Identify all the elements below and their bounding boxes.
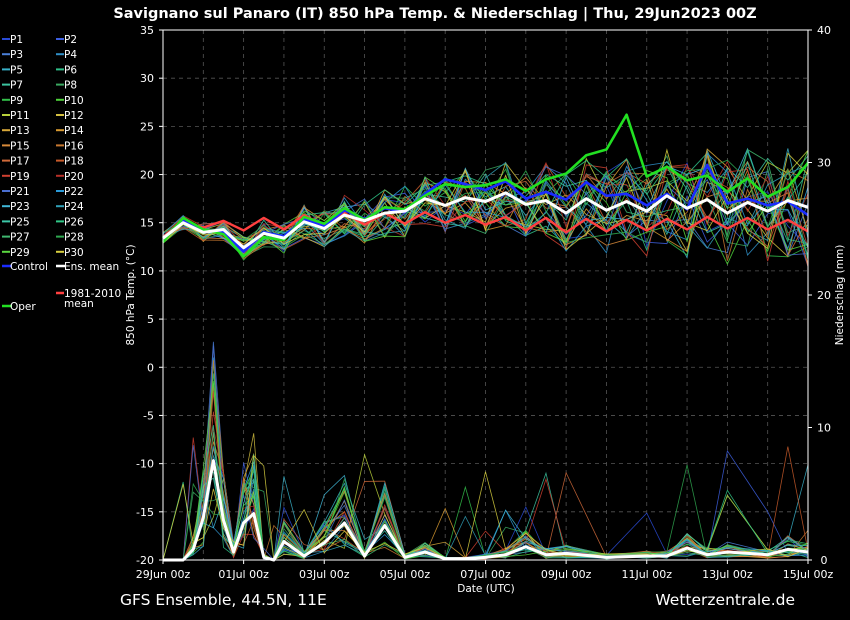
legend-label: P16 <box>64 140 84 152</box>
legend-label: P24 <box>64 201 84 213</box>
y-axis-left-ticks: 35 30 25 20 15 10 5 0 -5 -10 -15 -20 <box>136 24 163 567</box>
x-tick-label: 13Jul 00z <box>702 568 753 581</box>
y-left-tick-label: 0 <box>147 361 154 374</box>
legend: P1 P2 P3 P4 P5 P6 P7 P8 P9 P10 P11 P12 P13 P14 P15 P16 P… <box>2 34 121 313</box>
legend-label: P21 <box>10 186 30 198</box>
x-tick-label: 11Jul 00z <box>621 568 672 581</box>
x-tick-label: 05Jul 00z <box>380 568 431 581</box>
legend-label: P19 <box>10 171 30 183</box>
legend-label: P28 <box>64 232 84 244</box>
legend-label: P6 <box>64 64 77 76</box>
x-tick-label: 01Jul 00z <box>218 568 269 581</box>
y-left-tick-label: -10 <box>136 458 154 471</box>
legend-label: P18 <box>64 156 84 168</box>
x-tick-label: 09Jul 00z <box>541 568 592 581</box>
y-left-tick-label: 5 <box>147 313 154 326</box>
chart-title: Savignano sul Panaro (IT) 850 hPa Temp. … <box>113 6 756 22</box>
legend-label: Ens. mean <box>64 261 119 273</box>
y-left-tick-label: -20 <box>136 554 154 567</box>
member-line-p21 <box>162 166 809 257</box>
legend-label: P11 <box>10 110 30 122</box>
y-left-tick-label: 10 <box>140 265 154 278</box>
y-right-tick-label: 20 <box>817 289 831 302</box>
legend-label: P10 <box>64 95 84 107</box>
legend-label: P23 <box>10 201 30 213</box>
y-left-tick-label: -5 <box>143 409 154 422</box>
y-right-tick-label: 40 <box>817 24 831 37</box>
footer-model: GFS Ensemble, 44.5N, 11E <box>120 591 327 609</box>
legend-label: P22 <box>64 186 84 198</box>
series-oper <box>162 113 809 258</box>
series-niederschlag-mean <box>163 459 809 562</box>
legend-label: P20 <box>64 171 84 183</box>
x-tick-label: 03Jul 00z <box>299 568 350 581</box>
series-ens-mean <box>162 191 809 250</box>
y-left-tick-label: 25 <box>140 120 154 133</box>
y-left-tick-label: 30 <box>140 72 154 85</box>
member-line-p18 <box>162 162 809 268</box>
member-line-p25 <box>162 160 809 256</box>
y-left-tick-label: 35 <box>140 24 154 37</box>
y-left-tick-label: 20 <box>140 169 154 182</box>
y-right-tick-label: 0 <box>821 554 828 567</box>
legend-label: P15 <box>10 140 30 152</box>
legend-label: P8 <box>64 80 77 92</box>
legend-label: Oper <box>10 301 36 313</box>
legend-label: P12 <box>64 110 84 122</box>
y-axis-right-label: Niederschlag (mm) <box>834 245 846 346</box>
legend-label: Control <box>10 261 48 273</box>
y-left-tick-label: -15 <box>136 506 154 519</box>
member-line-p7 <box>162 155 809 250</box>
legend-label: P1 <box>10 34 23 46</box>
member-line-p24 <box>162 161 809 258</box>
y-axis-left-label: 850 hPa Temp. (°C) <box>125 244 137 345</box>
legend-label: 1981-2010 <box>64 288 121 300</box>
y-right-tick-label: 10 <box>817 422 831 435</box>
x-axis-label: Date (UTC) <box>457 583 514 595</box>
legend-label: P14 <box>64 125 84 137</box>
x-tick-label: 29Jun 00z <box>136 568 191 581</box>
x-tick-label: 15Jul 00z <box>783 568 834 581</box>
legend-label: P30 <box>64 247 84 259</box>
legend-label: P7 <box>10 80 23 92</box>
legend-label: P2 <box>64 34 77 46</box>
legend-label: P17 <box>10 156 30 168</box>
y-right-tick-label: 30 <box>817 157 831 170</box>
x-axis-ticks: 29Jun 00z 01Jul 00z 03Jul 00z 05Jul 00z 07Ju… <box>136 560 834 581</box>
x-tick-label: 07Jul 00z <box>460 568 511 581</box>
legend-label: P25 <box>10 216 30 228</box>
legend-label: P29 <box>10 247 30 259</box>
precipitation-lines <box>162 341 809 562</box>
legend-label: P26 <box>64 216 84 228</box>
legend-label: P27 <box>10 232 30 244</box>
legend-label: P5 <box>10 64 23 76</box>
legend-label: P13 <box>10 125 30 137</box>
y-axis-right-ticks: 40 30 20 10 0 <box>808 24 831 567</box>
y-left-tick-label: 15 <box>140 217 154 230</box>
series-1981-2010-mean <box>162 210 809 239</box>
legend-label: P9 <box>10 95 23 107</box>
legend-label: P3 <box>10 49 23 61</box>
temperature-lines <box>162 113 809 268</box>
footer-source: Wetterzentrale.de <box>655 591 795 609</box>
legend-label: P4 <box>64 49 77 61</box>
legend-label: mean <box>64 298 94 310</box>
